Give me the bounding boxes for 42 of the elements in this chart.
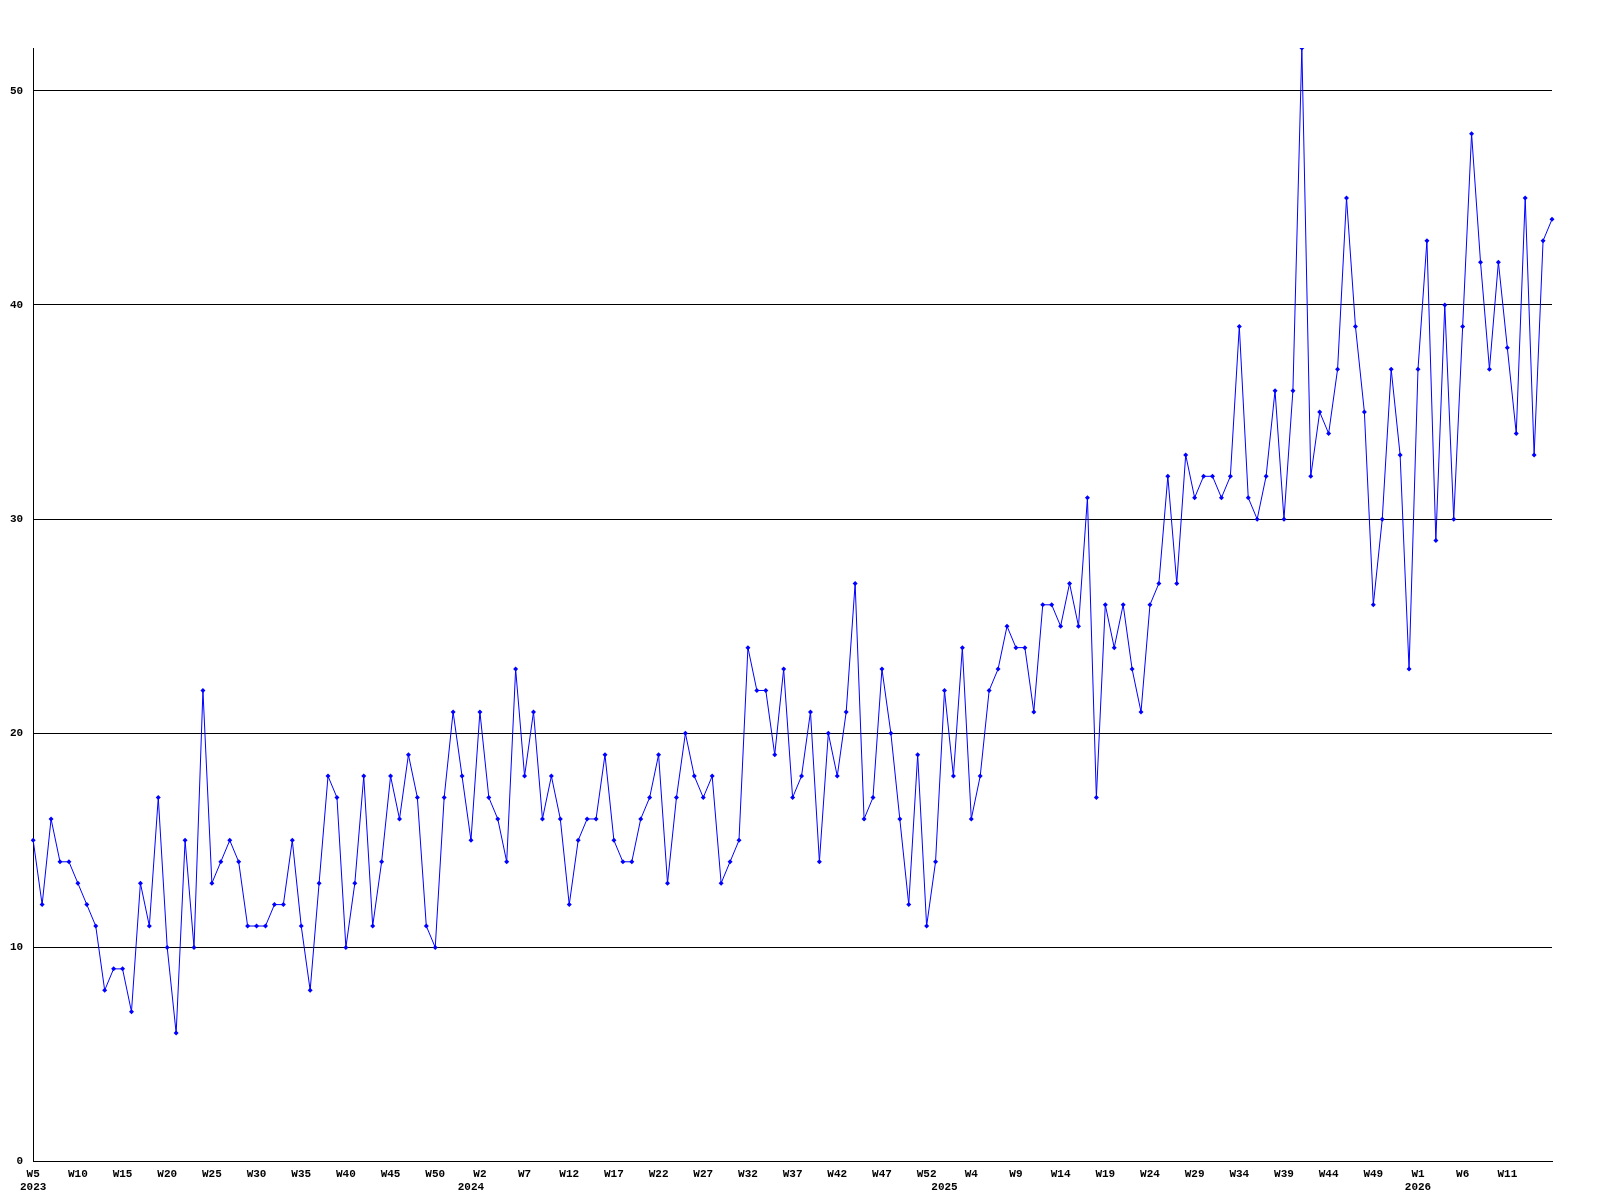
- x-tick-label: W6: [1456, 1167, 1470, 1180]
- x-tick-label: W42: [827, 1167, 848, 1180]
- y-tick-label: 20: [10, 727, 24, 740]
- x-tick-label: W5 2023: [20, 1167, 47, 1194]
- x-tick-label: W19: [1095, 1167, 1116, 1180]
- x-tick-label: W49: [1363, 1167, 1384, 1180]
- x-tick-label: W10: [67, 1167, 88, 1180]
- x-tick-label: W32: [738, 1167, 758, 1180]
- x-tick-label: 2024: [457, 1181, 485, 1194]
- y-tick-label: 30: [10, 512, 24, 525]
- y-tick-label: 10: [10, 941, 24, 954]
- x-tick-label: W37: [782, 1167, 803, 1180]
- x-tick-label: W1 2026: [1404, 1167, 1432, 1194]
- x-tick-label: W11: [1497, 1167, 1518, 1180]
- x-tick-label: W15: [112, 1167, 133, 1180]
- x-tick-label: W9: [1009, 1167, 1023, 1180]
- x-tick-label: W24: [1140, 1167, 1161, 1180]
- x-tick-label: W34: [1229, 1167, 1250, 1180]
- x-tick-label: W45: [380, 1167, 401, 1180]
- x-tick-label: W2: [473, 1167, 487, 1180]
- x-tick-label: W25: [201, 1167, 223, 1180]
- x-tick-label: W40: [335, 1167, 356, 1180]
- x-tick-label: W20: [157, 1167, 178, 1180]
- x-tick-label: W27: [693, 1167, 714, 1180]
- x-tick-label: W7: [517, 1167, 532, 1180]
- x-tick-label: W50: [425, 1167, 446, 1180]
- x-tick-label: W47: [872, 1167, 892, 1180]
- x-tick-label: W22: [648, 1167, 669, 1180]
- x-tick-label: W52: [916, 1167, 937, 1180]
- x-tick-label: W35: [291, 1167, 312, 1180]
- y-tick-label: 50: [10, 84, 24, 97]
- x-tick-label: W17: [604, 1167, 624, 1180]
- y-tick-label: 40: [10, 298, 24, 311]
- x-tick-label: W4: [964, 1167, 979, 1180]
- x-tick-label: W30: [246, 1167, 267, 1180]
- x-tick-label: W44: [1318, 1167, 1339, 1180]
- x-tick-label: 2025: [931, 1181, 959, 1194]
- x-tick-label: W39: [1274, 1167, 1294, 1180]
- x-tick-label: W14: [1050, 1167, 1071, 1180]
- x-tick-label: W29: [1184, 1167, 1205, 1180]
- x-tick-label: W12: [559, 1167, 580, 1180]
- y-tick-label: 0: [16, 1155, 24, 1168]
